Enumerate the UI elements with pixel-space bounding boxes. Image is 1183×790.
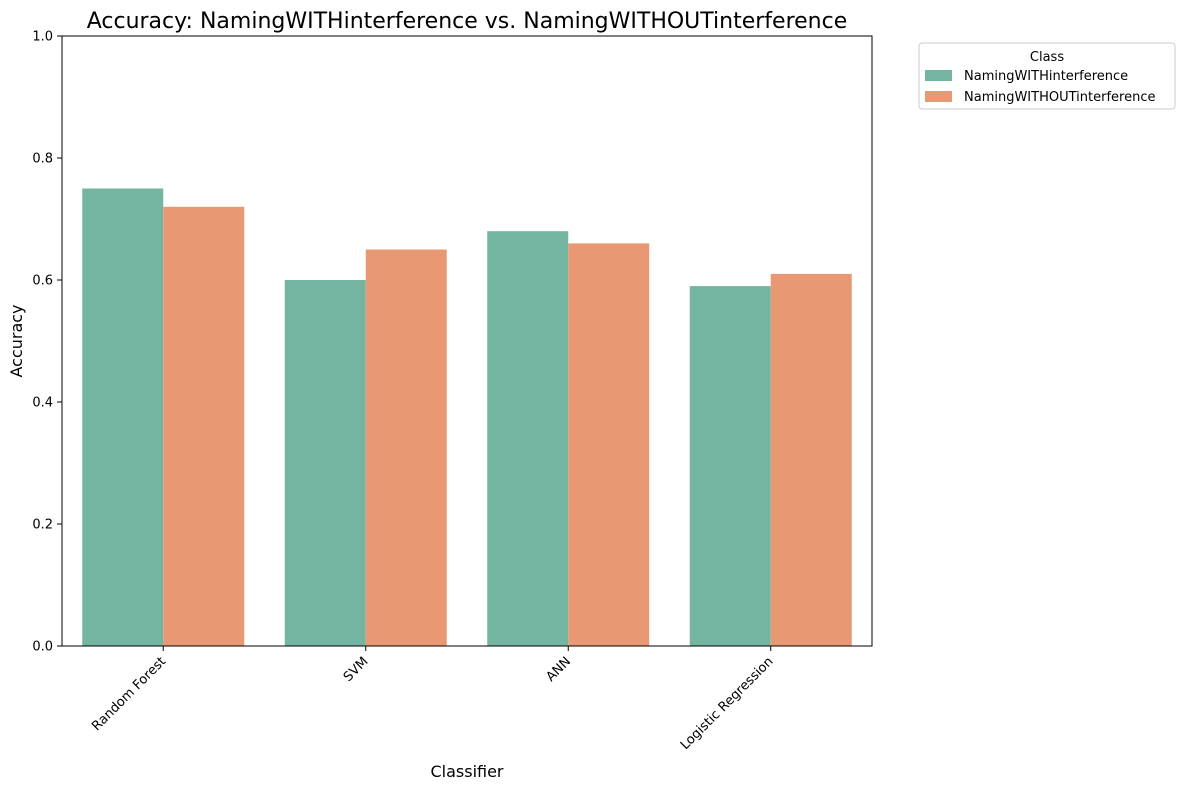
legend-swatch — [925, 91, 952, 102]
bar-NamingWITHOUTinterference-svm — [365, 249, 447, 646]
bar-NamingWITHinterference-random-forest — [82, 188, 164, 646]
bar-NamingWITHOUTinterference-ann — [568, 243, 650, 646]
bar-NamingWITHinterference-ann — [487, 231, 569, 646]
legend-title: Class — [1030, 50, 1064, 65]
legend: Class NamingWITHinterference NamingWITHOU… — [918, 42, 1176, 110]
x-tick-label: Random Forest — [89, 654, 169, 734]
y-tick-label: 0.6 — [32, 274, 53, 289]
y-tick-label: 1.0 — [32, 30, 53, 45]
x-tick-label: Logistic Regression — [678, 654, 777, 753]
bar-NamingWITHinterference-svm — [284, 280, 366, 646]
legend-swatch — [925, 70, 952, 81]
legend-label: NamingWITHinterference — [964, 69, 1128, 84]
y-axis-label: Accuracy — [7, 304, 26, 377]
x-tick-label: ANN — [543, 654, 574, 685]
bars-group — [82, 188, 852, 647]
bar-NamingWITHOUTinterference-logistic-regression — [770, 273, 852, 646]
plot-frame — [61, 35, 873, 647]
x-axis: Random Forest SVM ANN Logistic Regression — [89, 646, 777, 753]
bar-NamingWITHOUTinterference-random-forest — [163, 206, 245, 647]
y-tick-label: 0.8 — [32, 152, 53, 167]
x-axis-label: Classifier — [430, 762, 503, 781]
y-tick-label: 0.2 — [32, 518, 53, 533]
legend-label: NamingWITHOUTinterference — [964, 90, 1155, 105]
chart-title: Accuracy: NamingWITHinterference vs. Nam… — [87, 9, 848, 34]
y-axis: 0.0 0.2 0.4 0.6 0.8 1.0 — [32, 30, 62, 655]
legend-frame — [918, 42, 1176, 110]
bar-NamingWITHinterference-logistic-regression — [689, 286, 771, 646]
y-tick-label: 0.0 — [32, 640, 53, 655]
y-tick-label: 0.4 — [32, 396, 53, 411]
x-tick-label: SVM — [341, 654, 372, 685]
